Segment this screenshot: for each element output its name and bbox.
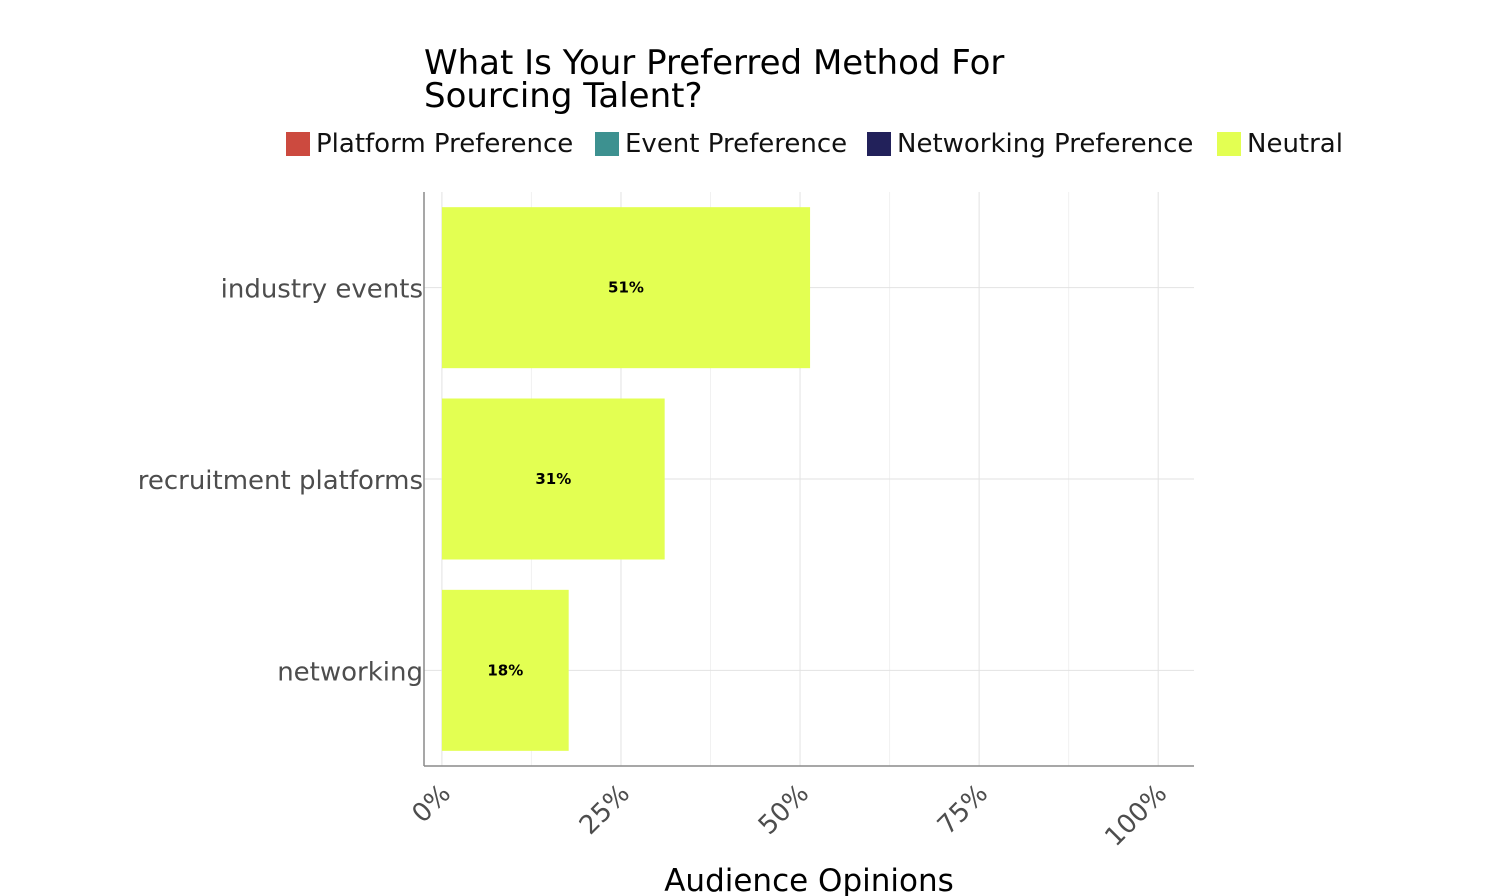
legend-label-1: Event Preference [625,129,847,159]
chart-title: What Is Your Preferred Method For Sourci… [424,43,1004,116]
x-tick-label-4: 100% [1099,779,1173,853]
legend-swatch-3 [1217,132,1241,156]
legend-swatch-2 [867,132,891,156]
x-tick-label-1: 25% [574,779,636,841]
legend-label-0: Platform Preference [316,129,573,159]
category-label-0: industry events [221,275,423,305]
bars [441,207,811,751]
x-tick-label-0: 0% [406,779,456,829]
x-tick-labels: 0% 25% 50% 75% 100% [406,779,1173,853]
legend-label-3: Neutral [1247,129,1343,159]
category-label-1: recruitment platforms [138,466,423,496]
x-tick-label-2: 50% [753,779,815,841]
category-labels: industry events recruitment platforms netw… [138,275,423,688]
axes [423,192,1194,767]
legend: Platform Preference Event Preference Netwo… [286,129,1343,159]
legend-label-2: Networking Preference [897,129,1193,159]
bar-2 [441,589,569,751]
x-tick-label-3: 75% [932,779,994,841]
chart-title-line-1: What Is Your Preferred Method For [424,43,1004,83]
bar-value-label-2: 18% [487,661,523,679]
legend-swatch-1 [595,132,619,156]
bar-value-labels: 51% 31% 18% [487,279,644,680]
bar-value-label-1: 31% [535,470,571,488]
bar-0 [441,207,811,369]
bar-1 [441,398,665,560]
x-axis-title: Audience Opinions [664,863,954,896]
category-label-2: networking [277,657,423,687]
bar-value-label-0: 51% [608,279,644,297]
legend-swatch-0 [286,132,310,156]
chart-title-line-2: Sourcing Talent? [424,76,703,116]
